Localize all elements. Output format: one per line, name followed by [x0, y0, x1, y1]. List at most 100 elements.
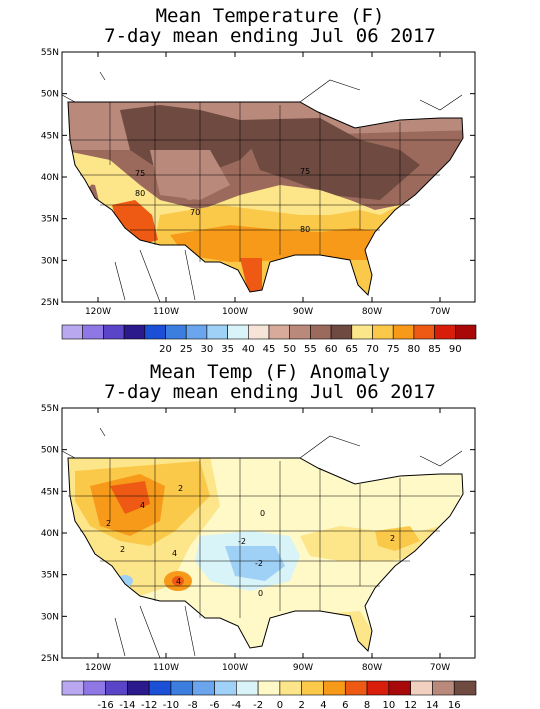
lon-label: 110W [153, 663, 179, 673]
colorbar-swatch [310, 324, 332, 340]
contour-label: 80 [300, 225, 310, 234]
colorbar-label: 45 [263, 344, 276, 355]
colorbar-swatch [248, 324, 270, 340]
colorbar-swatch [432, 680, 455, 696]
colorbar-label: 16 [448, 700, 461, 709]
colorbar-swatch [127, 680, 150, 696]
lon-label: 120W [85, 663, 111, 673]
colorbar-swatch [123, 324, 146, 340]
lat-label: 45N [41, 487, 59, 497]
colorbar-swatch [301, 680, 324, 696]
lat-label: 35N [41, 571, 59, 581]
colorbar-swatch [323, 680, 346, 696]
contour-label: 0 [258, 589, 263, 598]
colorbar-label: 25 [180, 344, 193, 355]
contour-label: 0 [260, 509, 265, 518]
colorbar-label: 35 [221, 344, 234, 355]
colorbar-label: 12 [404, 700, 417, 709]
colorbar: -16 -14 -12 -10 -8 -6 -4 -2 0 2 4 6 8 10 12 14 16 [61, 680, 477, 709]
state-borders [68, 458, 460, 618]
colorbar-label: -10 [163, 700, 179, 709]
colorbar-label: -8 [188, 700, 198, 709]
colorbar-swatch [206, 324, 228, 340]
coastline-features [61, 427, 463, 659]
colorbar-label: -12 [141, 700, 157, 709]
lat-label: 35N [41, 215, 59, 225]
colorbar-label: 0 [277, 700, 283, 709]
contour-label: 2 [390, 534, 395, 543]
colorbar-swatch [165, 324, 187, 340]
colorbar-swatch [454, 324, 477, 340]
contour-label: 2 [106, 519, 111, 528]
contour-label: 75 [300, 167, 310, 176]
colorbar-swatch [236, 680, 259, 696]
contour-label: 75 [135, 169, 145, 178]
panel2-title: Mean Temp (F) Anomaly [149, 361, 391, 383]
colorbar-swatch [61, 324, 84, 340]
colorbar-label: 20 [159, 344, 172, 355]
lon-label: 70W [430, 663, 450, 673]
panel1-subtitle: 7-day mean ending Jul 06 2017 [104, 25, 436, 47]
lat-label: 25N [41, 298, 59, 308]
colorbar-swatch [453, 680, 477, 696]
lat-label: 50N [41, 90, 59, 100]
contour-label: 2 [120, 545, 125, 554]
colorbar-swatch [185, 324, 208, 340]
lon-label: 100W [222, 307, 248, 317]
colorbar-swatch [144, 324, 166, 340]
lon-label: 80W [362, 663, 382, 673]
state-borders [68, 102, 460, 262]
colorbar-swatch [330, 324, 353, 340]
colorbar-label: 40 [242, 344, 255, 355]
lat-label: 55N [41, 48, 59, 58]
anomaly-map: 2 4 2 4 -2 0 2 -2 0 2 4 55N 50N 45N 40N 35N 3… [41, 404, 477, 709]
colorbar-label: 4 [320, 700, 326, 709]
contour-label: 4 [176, 577, 181, 586]
colorbar-label: 6 [342, 700, 348, 709]
colorbar-swatch [103, 324, 125, 340]
lon-label: 70W [430, 307, 450, 317]
colorbar-swatch [105, 680, 128, 696]
colorbar-swatch [366, 680, 390, 696]
colorbar-label: 85 [428, 344, 441, 355]
coastline-features [61, 71, 463, 303]
colorbar-swatch [192, 680, 215, 696]
colorbar-label: 60 [325, 344, 338, 355]
contour-label: 4 [172, 549, 177, 558]
colorbar-label: -2 [253, 700, 263, 709]
lon-label: 80W [362, 307, 382, 317]
lat-label: 25N [41, 654, 59, 664]
colorbar-label: 8 [364, 700, 370, 709]
colorbar-swatch [170, 680, 194, 696]
colorbar-swatch [392, 324, 415, 340]
lat-label: 40N [41, 173, 59, 183]
lat-label: 30N [41, 612, 59, 622]
contour-label: 4 [140, 501, 145, 510]
colorbar-swatch [82, 324, 104, 340]
colorbar-swatch [351, 324, 373, 340]
lat-label: 40N [41, 529, 59, 539]
colorbar-swatch [268, 324, 291, 340]
panel1-title: Mean Temperature (F) [155, 5, 385, 27]
colorbar-label: 10 [382, 700, 395, 709]
colorbar-label: 30 [201, 344, 214, 355]
colorbar-label: -16 [97, 700, 113, 709]
colorbar-label: -14 [119, 700, 135, 709]
colorbar-swatch [83, 680, 106, 696]
colorbar-swatch [434, 324, 456, 340]
colorbar-swatch [227, 324, 249, 340]
colorbar-label: 75 [387, 344, 400, 355]
map-axes: 55N 50N 45N 40N 35N 30N 25N 120W 110W 100W 90W 80W 7… [41, 404, 475, 673]
colorbar-label: 65 [345, 344, 358, 355]
contour-label: 80 [135, 189, 145, 198]
colorbar-swatch [257, 680, 281, 696]
lon-label: 110W [153, 307, 179, 317]
colorbar-label: 90 [449, 344, 462, 355]
colorbar-swatch [289, 324, 311, 340]
colorbar-label: -4 [231, 700, 241, 709]
us-outline [67, 101, 464, 297]
colorbar-label: 14 [426, 700, 439, 709]
colorbar-swatch [279, 680, 302, 696]
us-outline [67, 457, 464, 653]
lon-label: 90W [293, 663, 313, 673]
